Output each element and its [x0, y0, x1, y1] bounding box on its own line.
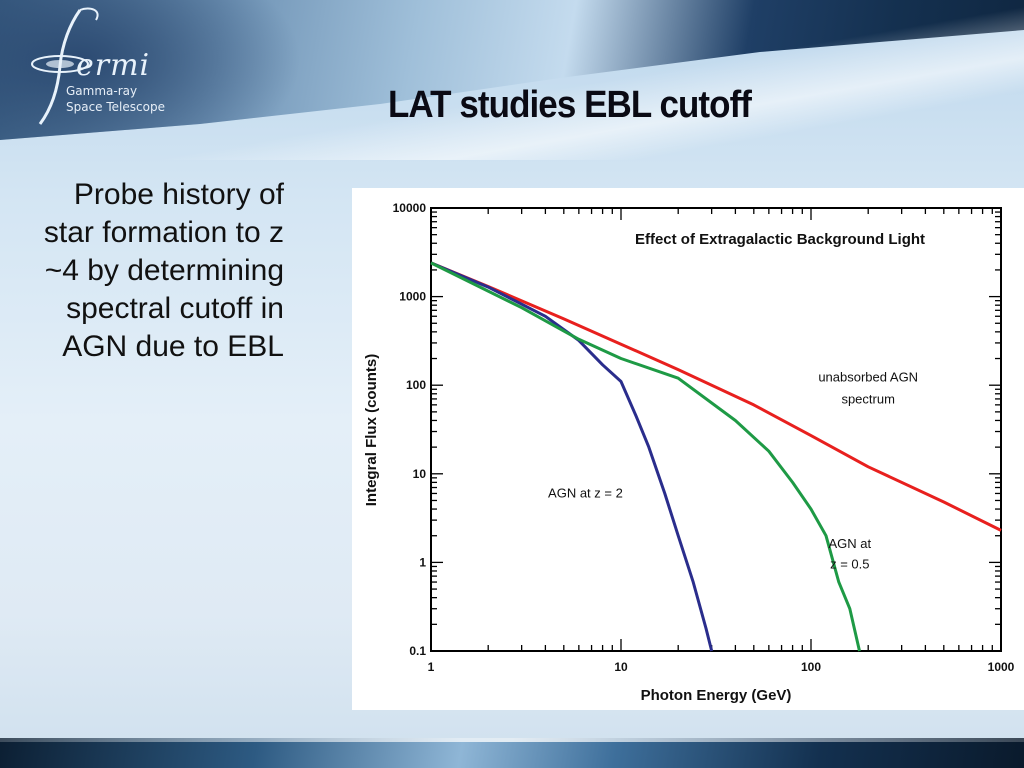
- y-tick-label: 0.1: [409, 644, 426, 658]
- chart-annotation: AGN at: [828, 536, 871, 551]
- chart-annotation: unabsorbed AGN: [818, 370, 918, 385]
- x-tick-label: 10: [614, 660, 628, 674]
- fermi-logo: ermi Gamma-ray Space Telescope: [10, 4, 180, 128]
- y-tick-label: 10000: [393, 201, 427, 215]
- chart-title: Effect of Extragalactic Background Light: [635, 231, 925, 248]
- plot-frame: [430, 207, 1002, 652]
- y-tick-label: 1000: [399, 290, 426, 304]
- series-lines: [430, 261, 1002, 652]
- logo-wordmark: ermi: [76, 48, 151, 83]
- fermi-swirl-icon: [31, 7, 99, 125]
- chart-annotation: spectrum: [841, 392, 894, 407]
- chart-annotation: z = 0.5: [830, 557, 869, 572]
- logo-line-2: Space Telescope: [66, 100, 165, 114]
- series-line-agn-at-z-2: [430, 261, 714, 652]
- minor-ticks: [431, 208, 1001, 651]
- logo-line-1: Gamma-ray: [66, 84, 138, 98]
- x-tick-labels: 1 10 100 1000: [428, 660, 1015, 674]
- annotations: unabsorbed AGN spectrum AGN at z = 2 AGN at…: [548, 370, 918, 572]
- chart-annotation: AGN at z = 2: [548, 486, 623, 501]
- slide-title: LAT studies EBL cutoff: [388, 84, 752, 126]
- footer-bar: [0, 738, 1024, 768]
- bullet-text: Probe history of star formation to z ~4 …: [43, 178, 284, 363]
- y-tick-labels: 0.1 1 10 100 1000 10000: [393, 201, 427, 658]
- y-tick-label: 100: [406, 378, 426, 392]
- x-tick-label: 100: [801, 660, 821, 674]
- y-tick-label: 1: [419, 555, 426, 569]
- x-axis-label: Photon Energy (GeV): [641, 687, 792, 704]
- y-tick-label: 10: [413, 467, 427, 481]
- major-ticks: [430, 208, 1001, 652]
- x-tick-label: 1000: [988, 660, 1015, 674]
- series-line-agn-at-z-0-5: [430, 261, 861, 652]
- series-line-unabsorbed-agn-spectrum: [430, 261, 1002, 532]
- x-tick-label: 1: [428, 660, 435, 674]
- chart-panel: 1 10 100 1000 0.1 1 10 100 1000 10000 unabsorbed…: [352, 188, 1024, 710]
- y-axis-label: Integral Flux (counts): [363, 354, 380, 507]
